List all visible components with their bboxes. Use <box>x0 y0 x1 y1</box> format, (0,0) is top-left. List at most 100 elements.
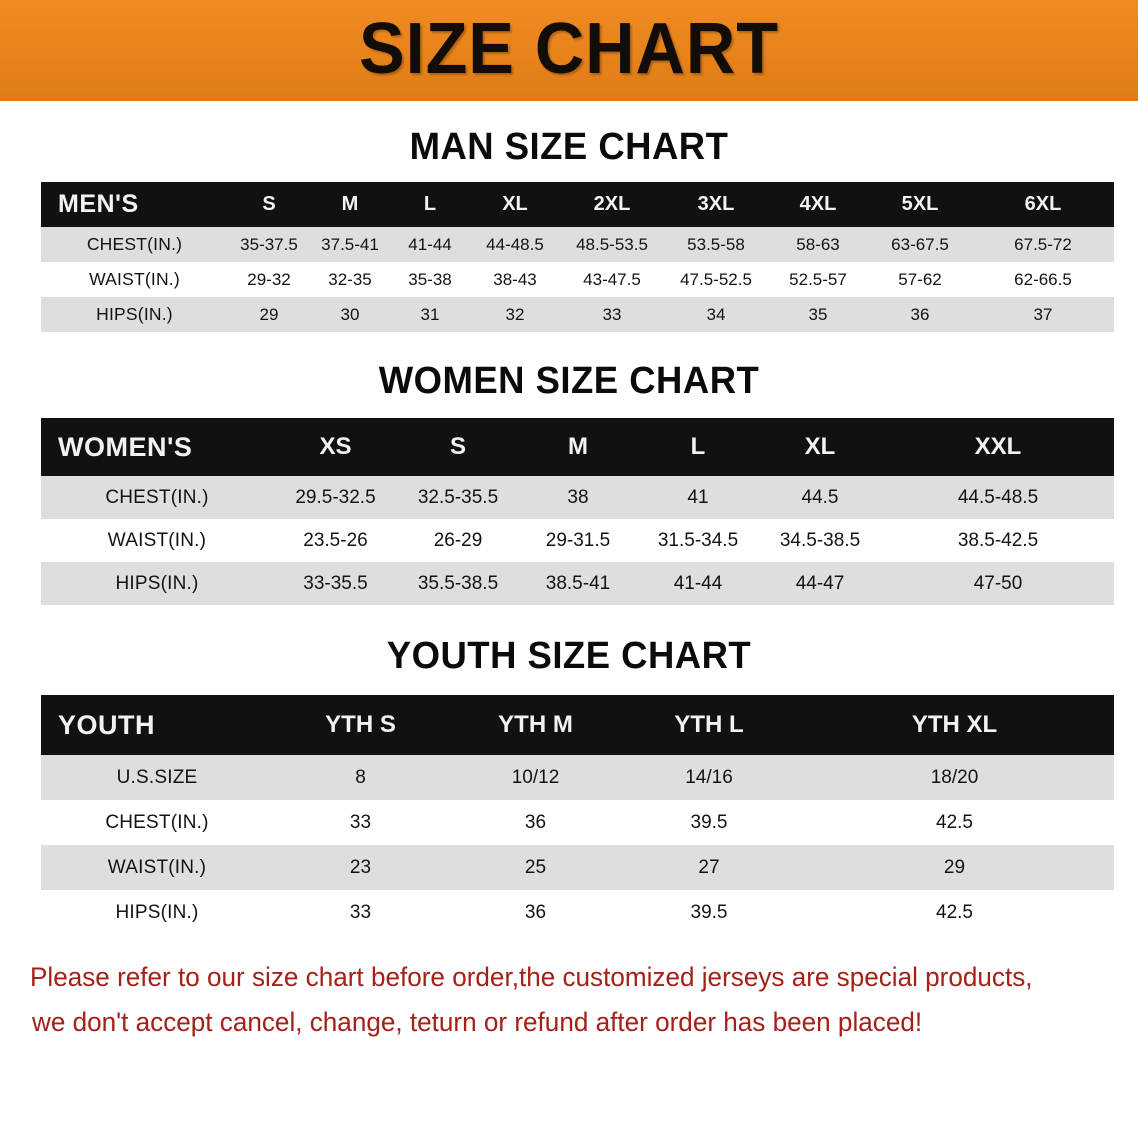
women-waist-m: 29-31.5 <box>518 519 638 562</box>
man-row-label-waist: WAIST(IN.) <box>41 262 228 297</box>
man-chest-4xl: 58-63 <box>768 227 868 262</box>
women-table-head: WOMEN'S XS S M L XL XXL <box>41 418 1114 476</box>
women-hips-xxl: 47-50 <box>882 562 1114 605</box>
man-row-label-hips: HIPS(IN.) <box>41 297 228 332</box>
table-row: WAIST(IN.) 23.5-26 26-29 29-31.5 31.5-34… <box>41 519 1114 562</box>
women-chest-m: 38 <box>518 476 638 519</box>
youth-ussize-m: 10/12 <box>448 755 623 800</box>
man-row-label-chest: CHEST(IN.) <box>41 227 228 262</box>
man-col-2xl: 2XL <box>560 182 664 227</box>
man-waist-4xl: 52.5-57 <box>768 262 868 297</box>
women-col-xl: XL <box>758 418 882 476</box>
youth-header-row: YOUTH YTH S YTH M YTH L YTH XL <box>41 695 1114 755</box>
women-table-body: CHEST(IN.) 29.5-32.5 32.5-35.5 38 41 44.… <box>41 476 1114 605</box>
man-hips-s: 29 <box>228 297 310 332</box>
man-col-3xl: 3XL <box>664 182 768 227</box>
page-banner: SIZE CHART <box>0 0 1138 101</box>
women-hips-xl: 44-47 <box>758 562 882 605</box>
women-waist-xs: 23.5-26 <box>273 519 398 562</box>
table-row: HIPS(IN.) 29 30 31 32 33 34 35 36 37 <box>41 297 1114 332</box>
women-col-s: S <box>398 418 518 476</box>
man-chest-2xl: 48.5-53.5 <box>560 227 664 262</box>
man-header-row: MEN'S S M L XL 2XL 3XL 4XL 5XL 6XL <box>41 182 1114 227</box>
women-chest-xxl: 44.5-48.5 <box>882 476 1114 519</box>
women-waist-xl: 34.5-38.5 <box>758 519 882 562</box>
youth-waist-m: 25 <box>448 845 623 890</box>
women-hips-m: 38.5-41 <box>518 562 638 605</box>
youth-ussize-l: 14/16 <box>623 755 795 800</box>
man-col-l: L <box>390 182 470 227</box>
man-hips-m: 30 <box>310 297 390 332</box>
women-hips-xs: 33-35.5 <box>273 562 398 605</box>
youth-ussize-xl: 18/20 <box>795 755 1114 800</box>
women-header-row: WOMEN'S XS S M L XL XXL <box>41 418 1114 476</box>
youth-waist-s: 23 <box>273 845 448 890</box>
youth-hips-l: 39.5 <box>623 890 795 935</box>
women-hips-s: 35.5-38.5 <box>398 562 518 605</box>
man-corner-label: MEN'S <box>41 182 228 227</box>
women-chest-l: 41 <box>638 476 758 519</box>
man-col-xl: XL <box>470 182 560 227</box>
women-row-label-chest: CHEST(IN.) <box>41 476 273 519</box>
man-chest-5xl: 63-67.5 <box>868 227 972 262</box>
youth-col-yth-s: YTH S <box>273 695 448 755</box>
man-chest-m: 37.5-41 <box>310 227 390 262</box>
women-section-title: WOMEN SIZE CHART <box>378 360 760 402</box>
man-waist-2xl: 43-47.5 <box>560 262 664 297</box>
man-size-table: MEN'S S M L XL 2XL 3XL 4XL 5XL 6XL CHEST… <box>41 182 1114 332</box>
man-col-s: S <box>228 182 310 227</box>
man-hips-l: 31 <box>390 297 470 332</box>
women-corner-label: WOMEN'S <box>41 418 273 476</box>
man-chest-xl: 44-48.5 <box>470 227 560 262</box>
youth-table-head: YOUTH YTH S YTH M YTH L YTH XL <box>41 695 1114 755</box>
disclaimer-line-2: we don't accept cancel, change, teturn o… <box>31 1007 923 1037</box>
man-table-wrapper: MEN'S S M L XL 2XL 3XL 4XL 5XL 6XL CHEST… <box>41 182 1114 332</box>
man-hips-4xl: 35 <box>768 297 868 332</box>
women-chest-xs: 29.5-32.5 <box>273 476 398 519</box>
youth-row-label-ussize: U.S.SIZE <box>41 755 273 800</box>
women-col-xxl: XXL <box>882 418 1114 476</box>
man-chest-s: 35-37.5 <box>228 227 310 262</box>
man-waist-xl: 38-43 <box>470 262 560 297</box>
youth-col-yth-m: YTH M <box>448 695 623 755</box>
table-row: U.S.SIZE 8 10/12 14/16 18/20 <box>41 755 1114 800</box>
youth-table-wrapper: YOUTH YTH S YTH M YTH L YTH XL U.S.SIZE … <box>41 695 1114 935</box>
man-chest-3xl: 53.5-58 <box>664 227 768 262</box>
women-chest-xl: 44.5 <box>758 476 882 519</box>
man-col-6xl: 6XL <box>972 182 1114 227</box>
youth-col-yth-xl: YTH XL <box>795 695 1114 755</box>
youth-chest-s: 33 <box>273 800 448 845</box>
table-row: CHEST(IN.) 35-37.5 37.5-41 41-44 44-48.5… <box>41 227 1114 262</box>
youth-row-label-chest: CHEST(IN.) <box>41 800 273 845</box>
man-col-5xl: 5XL <box>868 182 972 227</box>
man-col-4xl: 4XL <box>768 182 868 227</box>
man-chest-l: 41-44 <box>390 227 470 262</box>
man-waist-5xl: 57-62 <box>868 262 972 297</box>
youth-section-title: YOUTH SIZE CHART <box>386 635 752 677</box>
man-waist-m: 32-35 <box>310 262 390 297</box>
man-col-m: M <box>310 182 390 227</box>
women-col-m: M <box>518 418 638 476</box>
table-row: WAIST(IN.) 23 25 27 29 <box>41 845 1114 890</box>
women-table-wrapper: WOMEN'S XS S M L XL XXL CHEST(IN.) 29.5-… <box>41 418 1114 605</box>
youth-chest-xl: 42.5 <box>795 800 1114 845</box>
women-col-xs: XS <box>273 418 398 476</box>
page-title: SIZE CHART <box>359 8 779 89</box>
youth-row-label-hips: HIPS(IN.) <box>41 890 273 935</box>
table-row: CHEST(IN.) 29.5-32.5 32.5-35.5 38 41 44.… <box>41 476 1114 519</box>
disclaimer-line-1: Please refer to our size chart before or… <box>30 962 1033 992</box>
women-row-label-hips: HIPS(IN.) <box>41 562 273 605</box>
man-hips-3xl: 34 <box>664 297 768 332</box>
disclaimer-note: Please refer to our size chart before or… <box>30 955 1092 1045</box>
women-waist-xxl: 38.5-42.5 <box>882 519 1114 562</box>
man-table-body: CHEST(IN.) 35-37.5 37.5-41 41-44 44-48.5… <box>41 227 1114 332</box>
man-hips-6xl: 37 <box>972 297 1114 332</box>
women-waist-s: 26-29 <box>398 519 518 562</box>
youth-size-table: YOUTH YTH S YTH M YTH L YTH XL U.S.SIZE … <box>41 695 1114 935</box>
man-waist-3xl: 47.5-52.5 <box>664 262 768 297</box>
youth-row-label-waist: WAIST(IN.) <box>41 845 273 890</box>
youth-hips-xl: 42.5 <box>795 890 1114 935</box>
table-row: HIPS(IN.) 33-35.5 35.5-38.5 38.5-41 41-4… <box>41 562 1114 605</box>
man-hips-xl: 32 <box>470 297 560 332</box>
youth-col-yth-l: YTH L <box>623 695 795 755</box>
